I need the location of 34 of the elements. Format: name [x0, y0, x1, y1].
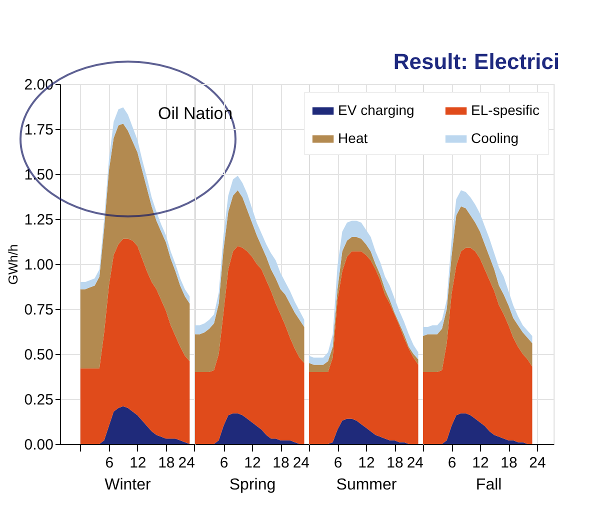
x-tick-label: 12	[244, 454, 261, 472]
y-tick-label: 1.75	[24, 122, 54, 138]
y-tick-label: 0.25	[24, 392, 54, 408]
x-tick-label: 24	[178, 454, 195, 472]
x-tick-label: 12	[130, 454, 146, 472]
x-tick-label: 6	[105, 454, 114, 472]
legend-label: EV charging	[338, 102, 414, 118]
y-tick-label: 1.25	[24, 212, 54, 228]
x-tick-label: 24	[406, 454, 424, 472]
x-tick-label: 24	[292, 454, 310, 472]
y-axis-title: GWh/h	[5, 244, 20, 285]
x-tick-label: 18	[500, 454, 518, 472]
y-tick-label: 0.00	[24, 436, 54, 454]
x-tick-label: 12	[472, 454, 489, 472]
x-tick-label: 6	[334, 454, 342, 472]
chart-title: Result: Electrici	[393, 49, 560, 74]
x-axis-title: Spring	[229, 476, 276, 494]
x-tick-label: 12	[358, 454, 375, 472]
y-tick-label: 1.00	[24, 256, 54, 274]
x-tick-label: 24	[529, 454, 546, 472]
x-axis-title: Summer	[336, 476, 398, 494]
x-tick-label: 18	[386, 454, 404, 472]
y-tick-label: 0.75	[24, 302, 54, 318]
x-axis-title: Winter	[104, 476, 152, 494]
x-axis-title: Fall	[476, 476, 502, 494]
legend-label: EL-spesific	[471, 102, 540, 118]
legend-label: Cooling	[471, 130, 519, 146]
x-tick-label: 18	[272, 454, 290, 472]
x-tick-label: 6	[220, 454, 228, 472]
x-tick-label: 6	[448, 454, 456, 472]
y-tick-label: 0.50	[24, 346, 54, 364]
y-tick-label: 2.00	[24, 76, 54, 94]
x-tick-label: 18	[158, 454, 175, 472]
legend-label: Heat	[338, 130, 368, 146]
